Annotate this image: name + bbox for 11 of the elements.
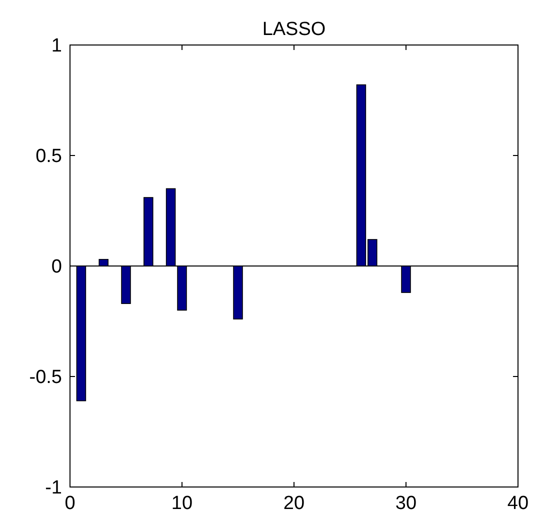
chart-title: LASSO xyxy=(262,19,326,40)
x-tick-label: 20 xyxy=(283,493,305,514)
y-tick-label: -0.5 xyxy=(29,367,62,388)
y-tick-label: 0.5 xyxy=(36,146,62,168)
x-tick-label: 40 xyxy=(507,493,529,514)
y-tick-label: -1 xyxy=(45,478,62,499)
x-tick-label: 30 xyxy=(395,493,417,514)
x-tick-label: 10 xyxy=(171,493,193,514)
y-tick-label: 1 xyxy=(51,36,62,57)
y-tick-label: 0 xyxy=(51,256,62,278)
x-tick-label: 0 xyxy=(64,493,76,514)
